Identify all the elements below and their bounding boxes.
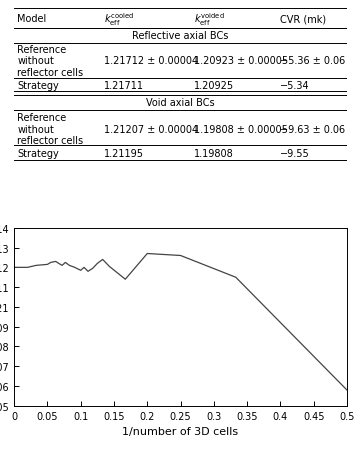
Text: 1.19808: 1.19808 xyxy=(194,148,234,159)
Text: 1.21207 ± 0.00004: 1.21207 ± 0.00004 xyxy=(104,124,198,134)
Text: −9.55: −9.55 xyxy=(280,148,310,159)
Text: 1.21195: 1.21195 xyxy=(104,148,144,159)
Text: Reference
without
reflector cells: Reference without reflector cells xyxy=(17,45,84,78)
Text: −5.34: −5.34 xyxy=(280,80,310,91)
Text: Void axial BCs: Void axial BCs xyxy=(146,98,215,108)
Text: CVR (mk): CVR (mk) xyxy=(280,14,326,24)
Text: Strategy: Strategy xyxy=(17,80,59,91)
Text: $k_{\mathrm{eff}}^{\mathrm{cooled}}$: $k_{\mathrm{eff}}^{\mathrm{cooled}}$ xyxy=(104,11,134,28)
Text: 1.19808 ± 0.00005: 1.19808 ± 0.00005 xyxy=(194,124,288,134)
Text: Reflective axial BCs: Reflective axial BCs xyxy=(132,31,229,41)
Text: 1.20923 ± 0.00005: 1.20923 ± 0.00005 xyxy=(194,56,288,66)
Text: 1.21712 ± 0.00004: 1.21712 ± 0.00004 xyxy=(104,56,198,66)
Text: 1.21711: 1.21711 xyxy=(104,80,144,91)
Text: Model: Model xyxy=(17,14,47,24)
Text: Strategy: Strategy xyxy=(17,148,59,159)
X-axis label: 1/number of 3D cells: 1/number of 3D cells xyxy=(122,426,239,436)
Text: 1.20925: 1.20925 xyxy=(194,80,234,91)
Text: $k_{\mathrm{eff}}^{\mathrm{voided}}$: $k_{\mathrm{eff}}^{\mathrm{voided}}$ xyxy=(194,11,224,28)
Text: Reference
without
reflector cells: Reference without reflector cells xyxy=(17,113,84,146)
Text: −9.63 ± 0.06: −9.63 ± 0.06 xyxy=(280,124,346,134)
Text: −5.36 ± 0.06: −5.36 ± 0.06 xyxy=(280,56,346,66)
